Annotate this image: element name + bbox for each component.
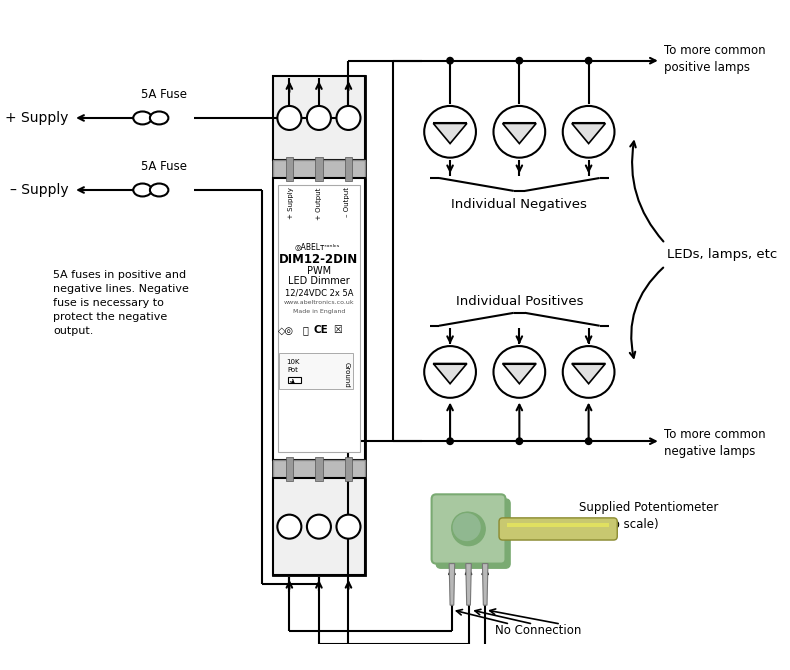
Text: + Output: + Output [316,187,322,220]
Text: CE: CE [314,326,328,336]
Text: LEDs, lamps, etc: LEDs, lamps, etc [667,248,777,261]
Circle shape [494,346,545,398]
Text: Made in England: Made in England [293,310,345,314]
Text: To more common
positive lamps: To more common positive lamps [664,44,766,74]
Polygon shape [433,364,467,384]
Circle shape [277,515,301,539]
Polygon shape [572,364,605,384]
Text: 12/24VDC 2x 5A: 12/24VDC 2x 5A [284,288,353,297]
Ellipse shape [134,111,152,125]
Polygon shape [502,123,536,143]
Circle shape [516,58,522,64]
Text: + Supply: + Supply [6,111,69,125]
Text: LED Dimmer: LED Dimmer [288,277,350,287]
Bar [286,157,293,181]
Polygon shape [466,563,472,605]
Bar [273,460,365,478]
Circle shape [447,58,453,64]
Text: DIM12-2DIN: DIM12-2DIN [280,253,359,266]
Polygon shape [433,123,467,143]
Circle shape [337,515,360,539]
Circle shape [424,346,476,398]
Text: Ground: Ground [344,362,350,387]
Bar [286,457,293,481]
Circle shape [277,106,301,130]
Bar [273,178,365,460]
Circle shape [424,106,476,157]
FancyBboxPatch shape [499,518,617,540]
Text: Pot: Pot [288,367,299,373]
Circle shape [585,58,592,64]
Text: No Connection: No Connection [495,624,581,637]
Ellipse shape [150,184,168,196]
FancyArrowPatch shape [630,141,664,241]
Bar [273,478,365,575]
Bar [344,457,352,481]
Text: + Supply: + Supply [288,187,294,219]
FancyBboxPatch shape [436,499,510,568]
Text: ◇◎: ◇◎ [277,326,294,336]
Polygon shape [450,563,455,605]
Text: Supplied Potentiometer
(Not to scale): Supplied Potentiometer (Not to scale) [579,501,719,531]
Bar [273,76,365,159]
Circle shape [452,513,485,545]
Text: – Output: – Output [344,187,350,217]
Circle shape [494,106,545,157]
Circle shape [307,106,331,130]
Polygon shape [502,364,536,384]
Text: www.abeltronics.co.uk: www.abeltronics.co.uk [284,300,354,305]
Circle shape [337,106,360,130]
Circle shape [447,438,453,444]
Circle shape [585,438,592,444]
Text: 5A Fuse: 5A Fuse [141,160,186,174]
Text: 5A fuses in positive and
negative lines. Negative
fuse is necessary to
protect t: 5A fuses in positive and negative lines.… [53,271,189,336]
Text: Individual Positives: Individual Positives [456,295,583,308]
Bar [315,157,322,181]
Circle shape [516,438,522,444]
Text: PWM: PWM [307,266,331,276]
Bar [315,457,322,481]
FancyBboxPatch shape [431,494,506,563]
Bar [288,377,301,383]
Text: ⎕: ⎕ [302,326,308,336]
Ellipse shape [134,184,152,196]
Text: To more common
negative lamps: To more common negative lamps [664,428,766,458]
Bar [279,354,353,389]
Circle shape [562,346,615,398]
Text: Individual Negatives: Individual Negatives [451,198,587,211]
Text: 10K: 10K [286,359,300,364]
Bar [278,186,359,452]
Bar [273,159,365,178]
Bar [273,76,365,575]
Ellipse shape [150,111,168,125]
Polygon shape [572,123,605,143]
Text: 5A Fuse: 5A Fuse [141,88,186,101]
FancyArrowPatch shape [630,267,664,358]
Circle shape [562,106,615,157]
Text: ◎ABELᴛʳᵒⁿᴵᶜˢ: ◎ABELᴛʳᵒⁿᴵᶜˢ [295,243,340,252]
Bar [344,157,352,181]
Circle shape [307,515,331,539]
Polygon shape [483,563,488,605]
Bar [507,523,609,527]
Text: – Supply: – Supply [10,183,69,197]
Circle shape [452,513,481,542]
Text: ☒: ☒ [333,326,342,336]
